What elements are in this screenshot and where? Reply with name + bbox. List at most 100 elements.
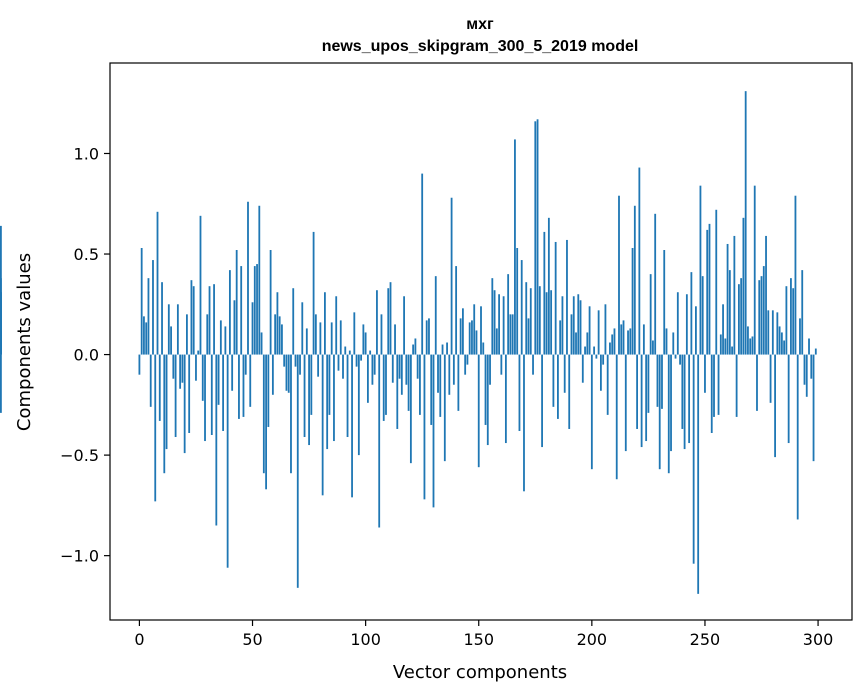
bar [457,354,460,411]
bar [808,338,810,355]
bar [509,314,512,355]
bar [274,314,277,355]
bar [199,215,202,355]
bar [744,91,747,355]
bar [299,354,301,375]
bar [713,354,715,417]
bar [158,354,161,421]
bar [520,260,523,355]
bar [661,354,663,409]
bar [706,229,709,355]
bar [672,332,675,355]
bar [434,276,437,355]
bar [776,312,779,355]
y-tick-label: 0.5 [74,245,99,264]
bar [267,354,270,427]
bar [609,342,611,355]
bar [231,354,234,391]
bar [317,354,320,377]
bar [233,300,236,355]
bar [502,296,505,355]
bar [658,354,661,470]
bar [145,322,148,355]
bar [269,250,272,355]
bar [717,354,720,415]
bar [303,354,306,438]
bar [337,354,340,371]
bar [0,354,2,413]
bar [482,342,485,355]
bar [792,288,795,355]
bar [593,346,596,355]
bar [575,332,577,355]
bar [210,354,213,435]
bar [260,332,263,355]
bar [778,326,781,355]
bar [278,316,281,355]
bar [138,354,141,375]
bar [749,338,752,355]
bar [810,354,813,379]
bar [242,354,245,417]
chart-title: мхг [466,16,494,33]
bar [577,294,580,355]
bar [561,296,564,355]
bar [790,278,792,355]
bar [554,241,557,355]
bar [262,354,265,474]
bar [201,354,204,401]
bar [767,310,770,355]
bar [228,270,231,355]
bar [647,354,650,413]
bar [805,354,808,397]
bar [437,354,439,393]
bar [344,346,347,355]
bar [439,354,442,417]
bar [557,354,559,419]
bar [226,354,229,568]
bar [446,342,448,355]
bar [335,296,338,355]
bar [204,354,206,442]
bar [396,354,399,429]
bar [491,278,494,355]
bar [382,354,385,421]
bar [579,300,582,355]
bar [622,320,625,355]
bar [450,197,453,355]
bar [464,354,467,375]
bar [326,354,329,450]
bar [638,167,641,355]
bar [652,340,654,355]
bar [296,354,299,588]
bar [154,354,157,502]
bar [516,248,519,355]
chart-subtitle: news_upos_skipgram_300_5_2019 model [322,38,639,55]
bar [342,354,344,379]
bar [235,250,238,355]
bar [545,292,548,355]
bar [409,354,412,464]
bar [814,348,817,355]
y-axis-ticks: −1.0 −0.5 0.0 0.5 1.0 [60,144,110,566]
bar [674,354,677,359]
bar [690,272,693,355]
bar [360,354,363,361]
bar [649,274,652,355]
bar [799,318,801,355]
bar [425,320,428,355]
y-tick-label: −1.0 [60,547,99,566]
bar [405,354,408,385]
bar [708,223,711,355]
bar [719,334,722,355]
bar [238,354,240,419]
plot-frame [109,62,853,621]
y-axis-label: Components values [14,253,35,431]
bar [319,322,322,355]
bar [762,266,765,355]
bar [387,288,390,355]
x-axis-label: Vector components [393,662,567,683]
bar [803,354,806,385]
bar [310,354,313,415]
bar [665,328,668,355]
